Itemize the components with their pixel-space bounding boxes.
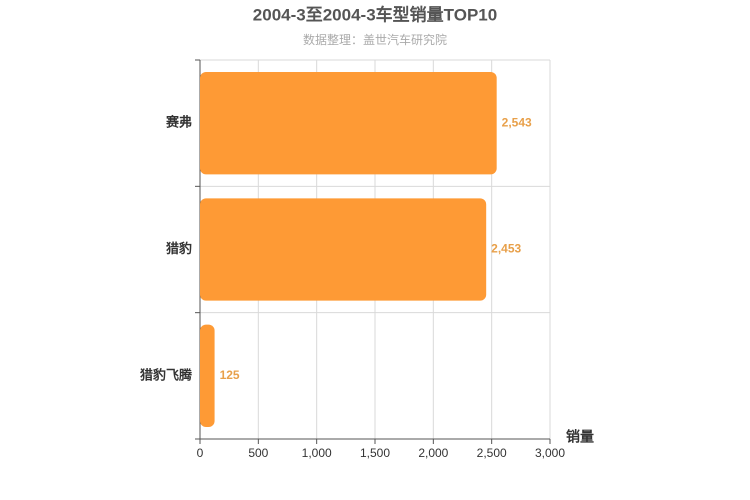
x-axis-label: 销量 (566, 429, 594, 445)
x-tick-label: 500 (248, 446, 268, 460)
y-tick-label: 赛弗 (165, 115, 192, 130)
value-label: 2,543 (502, 115, 532, 129)
value-label: 125 (220, 368, 240, 382)
x-tick-label: 1,000 (302, 446, 332, 460)
x-tick-label: 2,000 (418, 446, 448, 460)
x-tick-label: 3,000 (535, 446, 565, 460)
y-tick-label: 猎豹飞腾 (140, 367, 193, 382)
value-label: 2,453 (491, 242, 521, 256)
x-tick-label: 1,500 (360, 446, 390, 460)
chart-subtitle: 数据整理：盖世汽车研究院 (303, 32, 447, 47)
x-tick-label: 2,500 (477, 446, 507, 460)
bar (200, 198, 487, 301)
bar (200, 324, 215, 427)
y-tick-label: 猎豹 (166, 241, 192, 256)
bar (200, 72, 497, 175)
x-tick-label: 0 (197, 446, 204, 460)
chart-title: 2004-3至2004-3车型销量TOP10 (253, 4, 497, 24)
